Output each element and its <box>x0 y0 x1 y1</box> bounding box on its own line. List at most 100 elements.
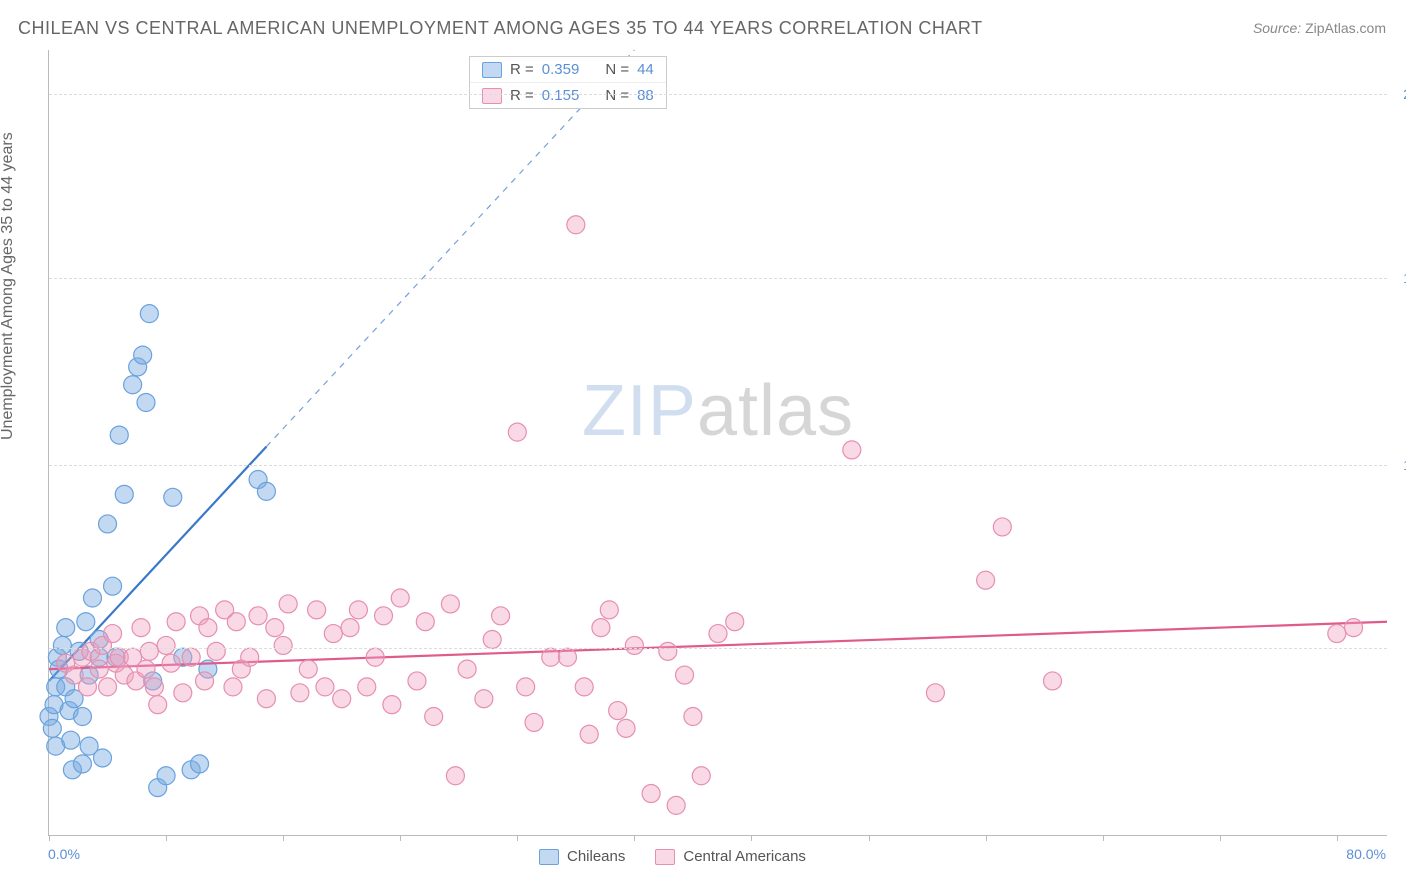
series-b-point <box>274 636 292 654</box>
series-b-point <box>174 684 192 702</box>
series-b-point <box>291 684 309 702</box>
x-tick <box>166 835 167 841</box>
series-b-point <box>316 678 334 696</box>
series-b-point <box>366 648 384 666</box>
series-b-point <box>90 660 108 678</box>
legend-swatch-a <box>482 62 502 78</box>
series-b-point <box>279 595 297 613</box>
legend-a-R-value: 0.359 <box>542 61 580 78</box>
series-b-point <box>558 648 576 666</box>
series-b-point <box>542 648 560 666</box>
legend-b-N-value: 88 <box>637 87 654 104</box>
series-b-point <box>609 702 627 720</box>
series-b-point <box>145 678 163 696</box>
series-b-point <box>446 767 464 785</box>
legend-a-R-text: R = <box>510 61 534 78</box>
series-b-point <box>349 601 367 619</box>
x-tick <box>400 835 401 841</box>
series-b-point <box>149 696 167 714</box>
legend-swatch-b <box>482 88 502 104</box>
legend-a-N-text: N = <box>605 61 629 78</box>
legend-series: Chileans Central Americans <box>539 848 806 865</box>
series-b-point <box>1328 625 1346 643</box>
legend-correlation: R = 0.359 N = 44 R = 0.155 N = 88 <box>469 56 667 109</box>
series-b-point <box>517 678 535 696</box>
chart-svg <box>49 50 1387 835</box>
series-b-point <box>266 619 284 637</box>
series-b-point <box>926 684 944 702</box>
series-b-point <box>580 725 598 743</box>
series-a-point <box>134 346 152 364</box>
series-b-point <box>458 660 476 678</box>
series-b-point <box>391 589 409 607</box>
series-b-point <box>425 708 443 726</box>
y-axis-label: Unemployment Among Ages 35 to 44 years <box>0 132 17 440</box>
series-b-point <box>592 619 610 637</box>
series-b-point <box>383 696 401 714</box>
legend-b-R-text: R = <box>510 87 534 104</box>
series-b-point <box>207 642 225 660</box>
series-b-point <box>993 518 1011 536</box>
chart-title: CHILEAN VS CENTRAL AMERICAN UNEMPLOYMENT… <box>18 18 983 39</box>
series-b-point <box>483 630 501 648</box>
series-a-point <box>191 755 209 773</box>
series-b-point <box>977 571 995 589</box>
series-b-point <box>676 666 694 684</box>
legend-row-a: R = 0.359 N = 44 <box>470 57 666 82</box>
grid-line <box>49 648 1387 649</box>
series-b-point <box>667 796 685 814</box>
legend-item-b: Central Americans <box>655 848 806 865</box>
series-b-point <box>709 625 727 643</box>
x-tick <box>1103 835 1104 841</box>
series-a-point <box>124 376 142 394</box>
series-b-point <box>104 625 122 643</box>
series-b-point <box>341 619 359 637</box>
series-a-point <box>73 708 91 726</box>
series-b-point <box>508 423 526 441</box>
legend-b-label: Central Americans <box>683 848 806 865</box>
series-b-point <box>324 625 342 643</box>
series-b-point <box>600 601 618 619</box>
series-b-point <box>441 595 459 613</box>
series-a-point <box>53 636 71 654</box>
series-b-point <box>692 767 710 785</box>
series-b-point <box>196 672 214 690</box>
series-b-point <box>249 607 267 625</box>
series-a-point <box>164 488 182 506</box>
series-b-point <box>358 678 376 696</box>
x-tick <box>1220 835 1221 841</box>
series-b-point <box>241 648 259 666</box>
series-a-point <box>104 577 122 595</box>
series-a-point <box>73 755 91 773</box>
series-b-point <box>140 642 158 660</box>
series-a-point <box>94 749 112 767</box>
series-a-point <box>83 589 101 607</box>
series-b-point <box>575 678 593 696</box>
series-b-point <box>224 678 242 696</box>
series-b-point <box>617 719 635 737</box>
grid-line <box>49 94 1387 95</box>
series-b-point <box>299 660 317 678</box>
series-b-point <box>308 601 326 619</box>
series-a-point <box>57 619 75 637</box>
series-b-point <box>525 713 543 731</box>
x-tick <box>634 835 635 841</box>
series-b-point <box>257 690 275 708</box>
series-b-point <box>199 619 217 637</box>
plot-area: ZIPatlas R = 0.359 N = 44 R = 0.155 N = … <box>48 50 1387 836</box>
series-b-point <box>642 785 660 803</box>
x-tick <box>751 835 752 841</box>
series-b-point <box>659 642 677 660</box>
series-b-point <box>1345 619 1363 637</box>
series-a-point <box>77 613 95 631</box>
grid-line <box>49 278 1387 279</box>
series-b-point <box>167 613 185 631</box>
x-tick <box>869 835 870 841</box>
series-b-point <box>492 607 510 625</box>
series-a-point <box>157 767 175 785</box>
series-b-point <box>726 613 744 631</box>
legend-b-N-text: N = <box>605 87 629 104</box>
x-tick <box>986 835 987 841</box>
x-axis-max-label: 80.0% <box>1346 846 1386 862</box>
legend-a-N-value: 44 <box>637 61 654 78</box>
